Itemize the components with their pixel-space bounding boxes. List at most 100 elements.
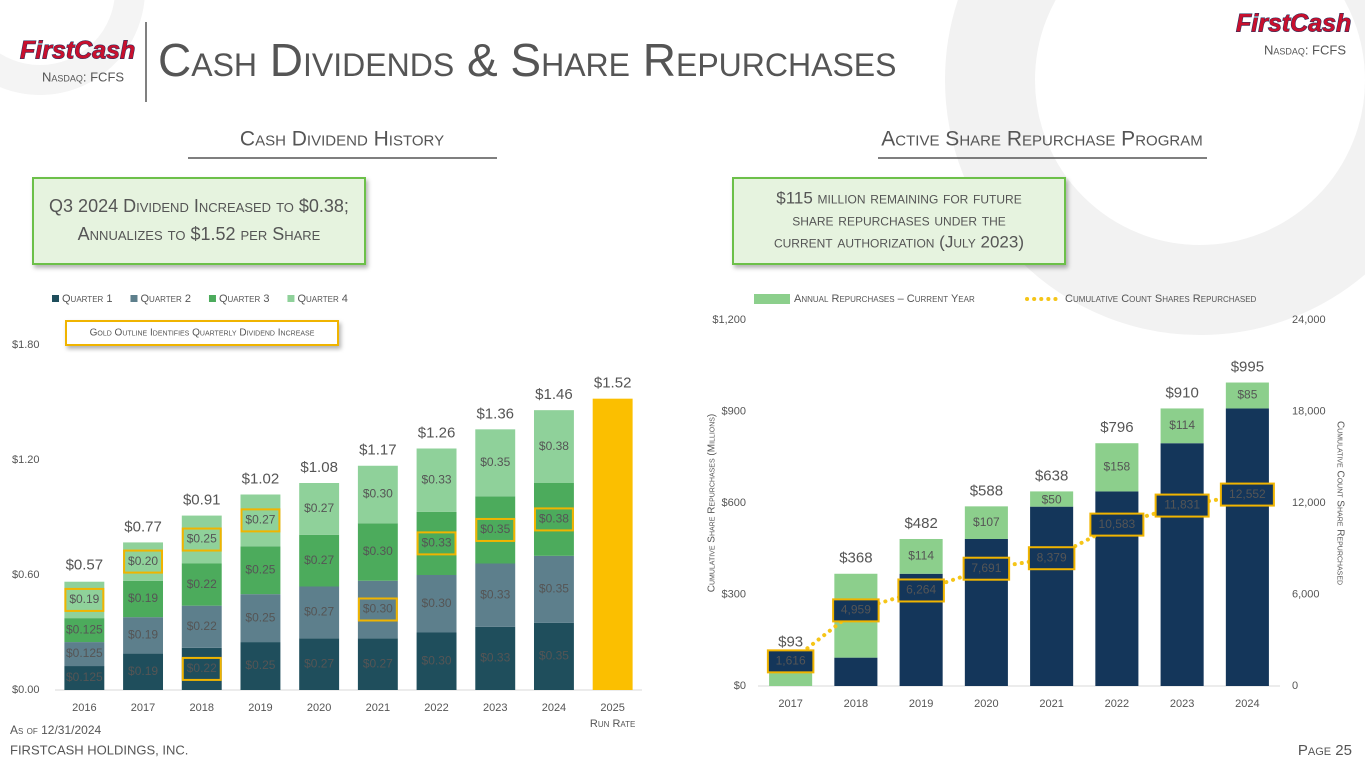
section-title: Active Share Repurchase Program <box>881 128 1202 151</box>
bar-segment <box>1030 491 1074 507</box>
point-label-box <box>1027 546 1076 571</box>
note-box <box>65 320 339 346</box>
increase-outline <box>181 656 222 681</box>
legend-swatch <box>754 294 790 304</box>
bar-segment <box>181 647 222 690</box>
data-label: $0.35 <box>480 455 510 469</box>
data-label: $0.22 <box>187 661 217 675</box>
bar-segment <box>357 580 398 639</box>
point-label: 10,583 <box>1099 517 1136 531</box>
point-label: 7,691 <box>971 561 1001 575</box>
bar-segment <box>123 617 164 654</box>
point-label: 11,831 <box>1164 498 1200 512</box>
data-label: $0.25 <box>245 610 275 624</box>
data-label: $107 <box>973 515 1000 529</box>
x-tick-label: 2024 <box>1235 698 1259 710</box>
increase-outline <box>181 527 222 552</box>
data-label: $0.25 <box>245 658 275 672</box>
total-label: $1.02 <box>242 470 280 487</box>
data-label: $0.30 <box>363 602 393 616</box>
x-tick-label: 2017 <box>131 702 155 714</box>
bar-segment <box>1160 408 1204 444</box>
data-label: $0.20 <box>128 554 158 568</box>
total-label: $638 <box>1035 467 1068 484</box>
logo: FirstCash <box>20 37 135 65</box>
x-tick-label: 2021 <box>366 702 390 714</box>
as-of: As of 12/31/2024 <box>10 723 102 737</box>
bar-segment <box>357 523 398 581</box>
data-label: $0.33 <box>480 651 510 665</box>
x-tick-label: 2021 <box>1039 698 1063 710</box>
x-tick-label: 2018 <box>190 702 214 714</box>
ticker: Nasdaq: FCFS <box>1264 42 1346 57</box>
total-label: $1.26 <box>418 424 456 441</box>
bar-segment <box>299 638 340 690</box>
total-label: $796 <box>1100 419 1133 436</box>
point-label-box <box>1154 493 1210 518</box>
note: Gold Outline Identifies Quarterly Divide… <box>90 328 315 339</box>
callout-text: $115 million remaining for future <box>776 188 1021 207</box>
bar-segment <box>181 605 222 648</box>
x-tick-label: 2019 <box>248 702 272 714</box>
point-label: 6,264 <box>906 583 936 597</box>
legend-label: Quarter 4 <box>297 293 347 305</box>
data-label: $0.19 <box>69 592 99 606</box>
data-label: $0.125 <box>66 622 103 636</box>
legend-label: Quarter 1 <box>62 293 112 305</box>
y2-tick-label: 0 <box>1292 680 1298 692</box>
total-label: $910 <box>1165 384 1198 401</box>
data-label: $0.33 <box>422 536 452 550</box>
bar-segment <box>533 555 574 623</box>
data-label: $0.125 <box>66 670 103 684</box>
legend-label: Quarter 3 <box>219 293 269 305</box>
data-label: $0.33 <box>480 587 510 601</box>
callout-box <box>732 177 1066 265</box>
data-label: $0.19 <box>128 664 158 678</box>
bar-segment <box>475 496 516 564</box>
bar-segment <box>1160 443 1204 686</box>
bar-segment <box>416 511 457 575</box>
point-label: 12,552 <box>1229 487 1266 501</box>
y-tick-label: $900 <box>722 405 746 417</box>
run-rate-bar <box>592 398 633 690</box>
y2-tick-label: 12,000 <box>1292 497 1326 509</box>
x-tick-label: 2020 <box>974 698 998 710</box>
legend-swatch <box>130 295 138 302</box>
data-label: $0.27 <box>304 605 334 619</box>
bar-segment <box>416 632 457 690</box>
data-label: $0.30 <box>422 596 452 610</box>
y-tick-label: $300 <box>722 588 746 600</box>
bar-segment <box>64 642 105 667</box>
callout-text: current authorization (July 2023) <box>774 232 1024 251</box>
y-tick-label: $0 <box>734 680 746 692</box>
data-label: $0.35 <box>539 582 569 596</box>
data-label: $85 <box>1237 388 1257 402</box>
x-tick-label: 2022 <box>424 702 448 714</box>
y2-axis-title: Cumulative Count Share Repurchased <box>1334 421 1345 585</box>
bar-segment <box>1030 506 1074 686</box>
y2-tick-label: 24,000 <box>1292 314 1326 326</box>
bar-segment <box>1225 408 1269 686</box>
data-label: $0.27 <box>304 656 334 670</box>
total-label: $1.08 <box>300 459 338 476</box>
data-label: $0.35 <box>480 522 510 536</box>
total-label: $0.77 <box>124 518 162 535</box>
bar-segment <box>533 410 574 483</box>
y-tick-label: $0.00 <box>12 684 40 696</box>
total-label: $0.91 <box>183 492 221 509</box>
total-label: $482 <box>904 515 937 532</box>
bar-segment <box>299 534 340 587</box>
x-tick-label: 2017 <box>778 698 802 710</box>
bar-segment <box>123 653 164 690</box>
bar-segment <box>240 642 281 690</box>
bar-segment <box>299 483 340 535</box>
bar-segment <box>240 494 281 547</box>
page-title: Cash Dividends & Share Repurchases <box>158 34 897 86</box>
data-label: $0.27 <box>245 513 275 527</box>
bar-segment <box>64 666 105 690</box>
legend-label: Cumulative Count Shares Repurchased <box>1065 293 1257 305</box>
legend-swatch <box>287 295 295 302</box>
bar-segment <box>123 542 164 581</box>
point-label-box <box>1089 512 1145 537</box>
